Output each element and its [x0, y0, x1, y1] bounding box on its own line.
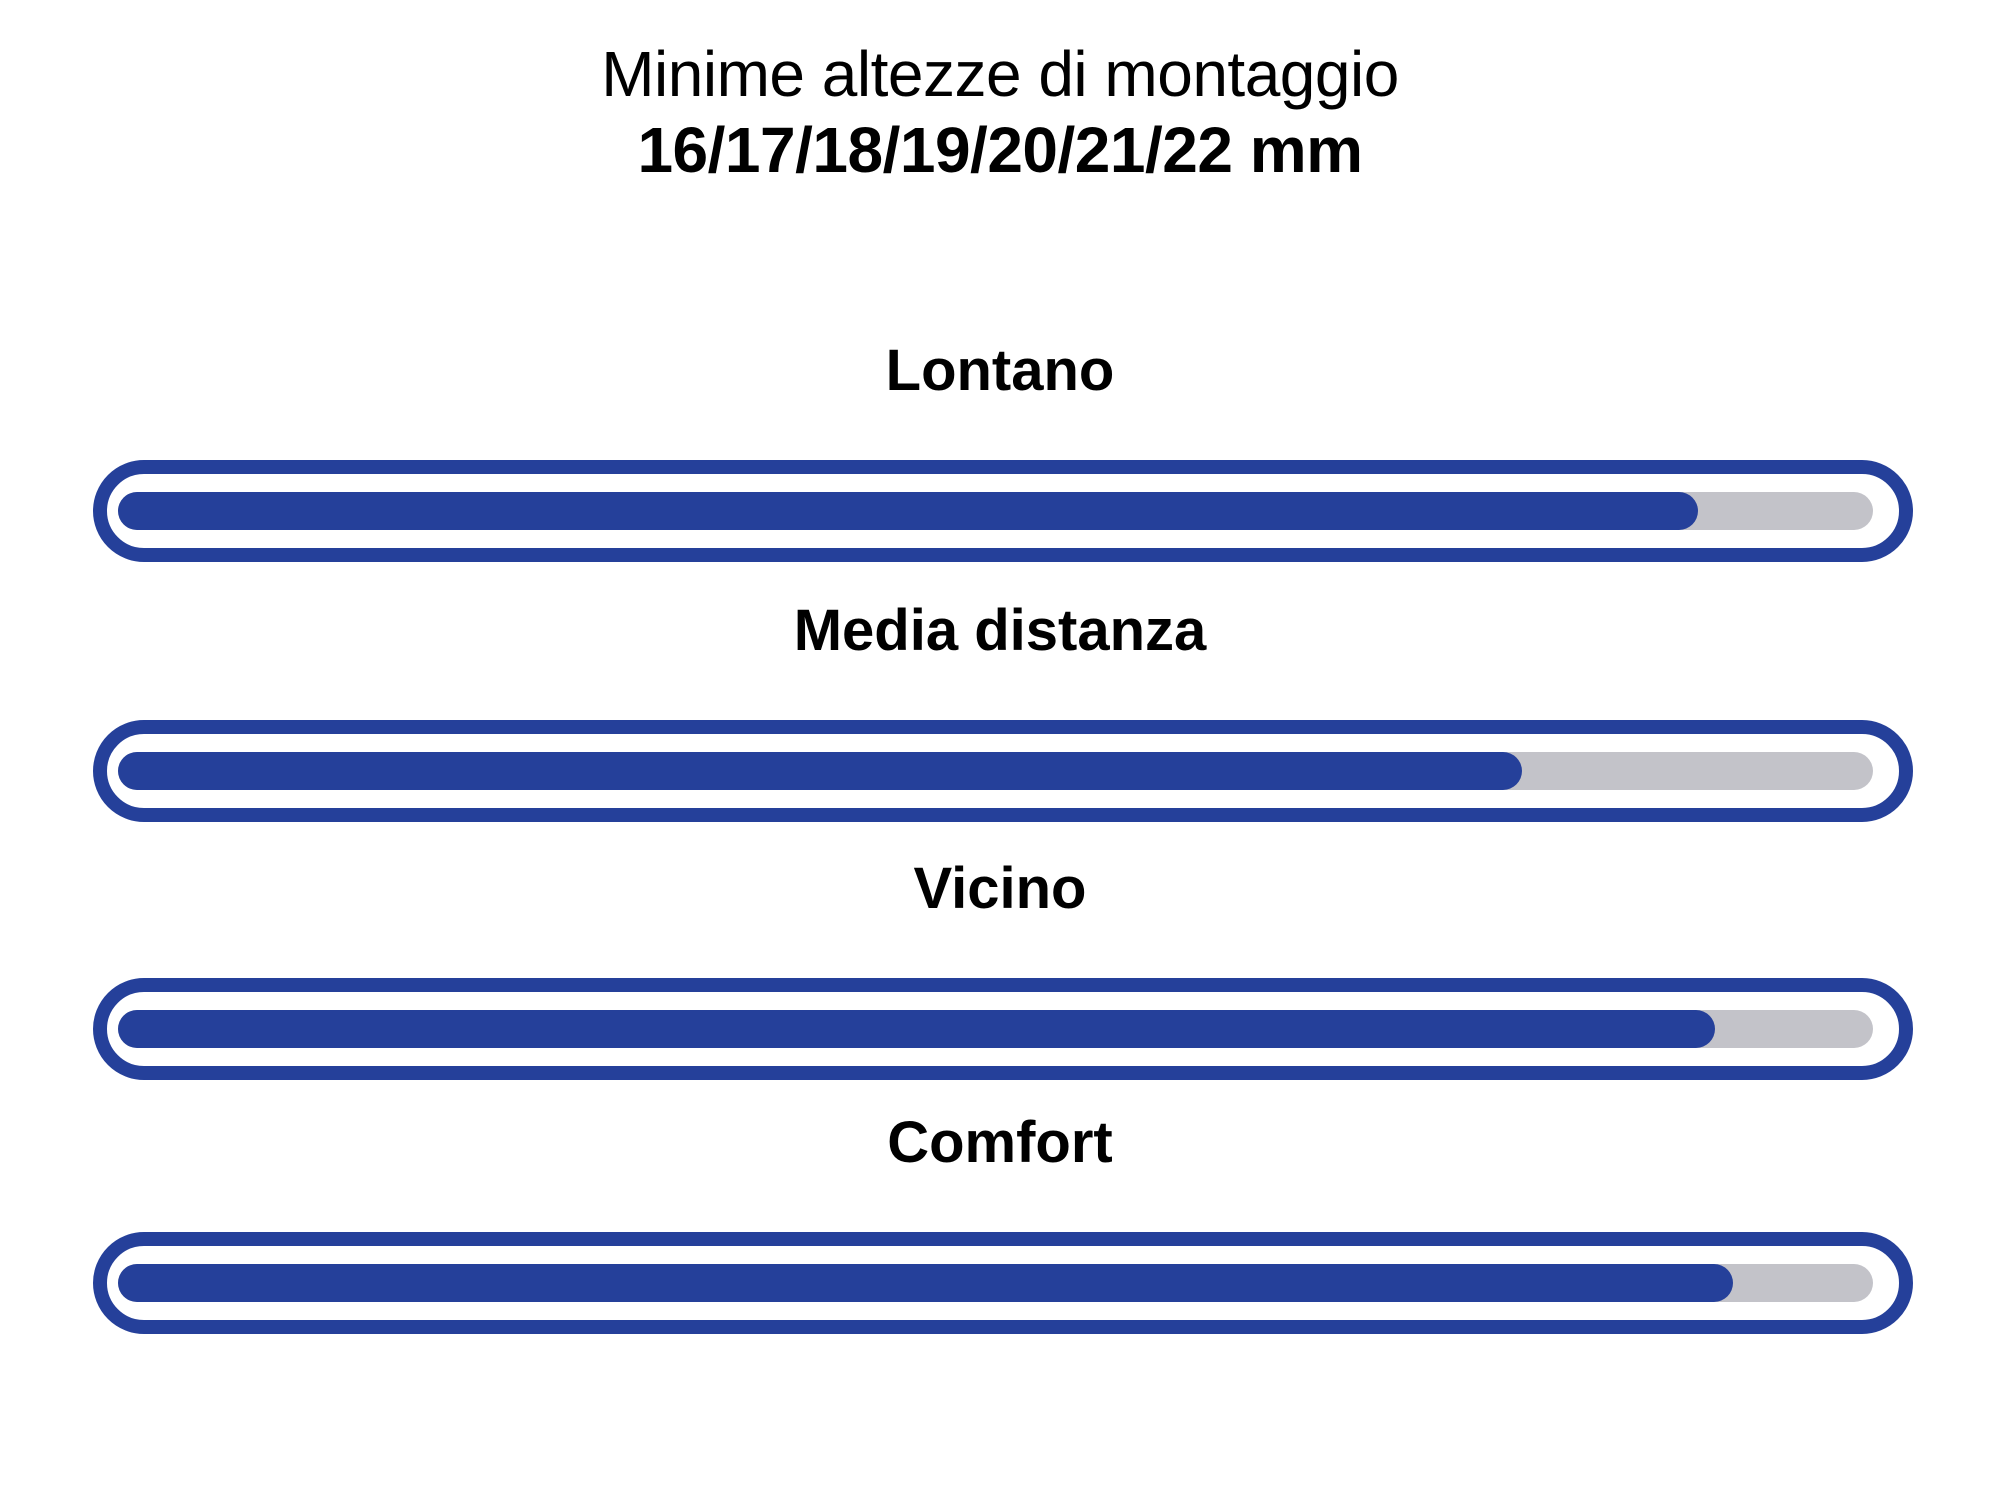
progress-track-lontano	[118, 492, 1873, 530]
progress-bar-vicino	[93, 978, 1913, 1080]
page-title: Minime altezze di montaggio 16/17/18/19/…	[0, 36, 2000, 188]
progress-track-media-distanza	[118, 752, 1873, 790]
page-title-line-2: 16/17/18/19/20/21/22 mm	[637, 114, 1363, 186]
gauge-group-comfort: Comfort	[0, 1112, 2000, 1334]
page-title-line-1: Minime altezze di montaggio	[601, 38, 1399, 110]
progress-fill-vicino	[118, 1010, 1716, 1048]
progress-fill-lontano	[118, 492, 1698, 530]
progress-track-vicino	[118, 1010, 1873, 1048]
gauge-label-vicino: Vicino	[913, 856, 1087, 921]
gauge-label-comfort: Comfort	[887, 1110, 1113, 1175]
gauge-label-media-distanza: Media distanza	[793, 598, 1207, 663]
progress-bar-lontano	[93, 460, 1913, 562]
progress-bar-comfort	[93, 1232, 1913, 1334]
progress-track-comfort	[118, 1264, 1873, 1302]
gauge-group-vicino: Vicino	[0, 858, 2000, 1080]
progress-fill-comfort	[118, 1264, 1733, 1302]
gauge-group-media-distanza: Media distanza	[0, 600, 2000, 822]
gauge-label-lontano: Lontano	[885, 338, 1115, 403]
gauge-group-lontano: Lontano	[0, 340, 2000, 562]
progress-bar-media-distanza	[93, 720, 1913, 822]
progress-fill-media-distanza	[118, 752, 1522, 790]
